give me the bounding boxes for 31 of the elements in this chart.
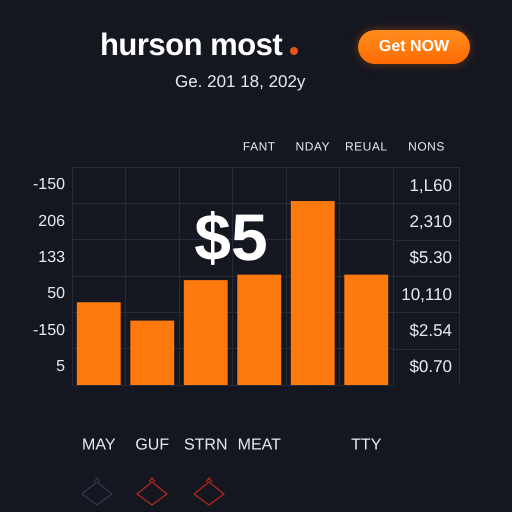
- bar: [344, 274, 388, 385]
- x-tick-label: TTY: [351, 436, 382, 454]
- text: 206: [38, 212, 65, 230]
- chart-title: hurson most: [100, 27, 282, 63]
- text: 1,L60: [409, 176, 452, 196]
- annotation: $5: [194, 200, 268, 274]
- bar: [290, 201, 335, 385]
- text: 2,310: [409, 212, 452, 232]
- chart-subtitle: Ge. 201 18, 202y: [175, 72, 306, 92]
- text: NONS: [408, 139, 445, 154]
- text: FANT: [242, 139, 276, 154]
- text: REUAL: [344, 139, 388, 154]
- text: $5.30: [409, 248, 452, 268]
- x-tick-label: MAY: [82, 436, 116, 454]
- text: Get NOW: [358, 30, 470, 64]
- text: 50: [47, 285, 65, 303]
- bar: [130, 320, 174, 385]
- text: 10,110: [401, 284, 452, 305]
- text: $2.54: [409, 320, 452, 341]
- text: 133: [38, 249, 65, 267]
- text: $0.70: [409, 357, 452, 378]
- text: -150: [32, 322, 65, 340]
- bar: [76, 302, 121, 385]
- x-tick-label: GUF: [135, 436, 170, 454]
- text: NDAY: [296, 139, 330, 154]
- bar: [184, 280, 228, 385]
- text: 5: [56, 358, 65, 376]
- x-tick-label: MEAT: [238, 436, 282, 454]
- x-tick-label: STRN: [184, 436, 228, 454]
- text: -150: [32, 176, 65, 194]
- bar: [237, 274, 282, 385]
